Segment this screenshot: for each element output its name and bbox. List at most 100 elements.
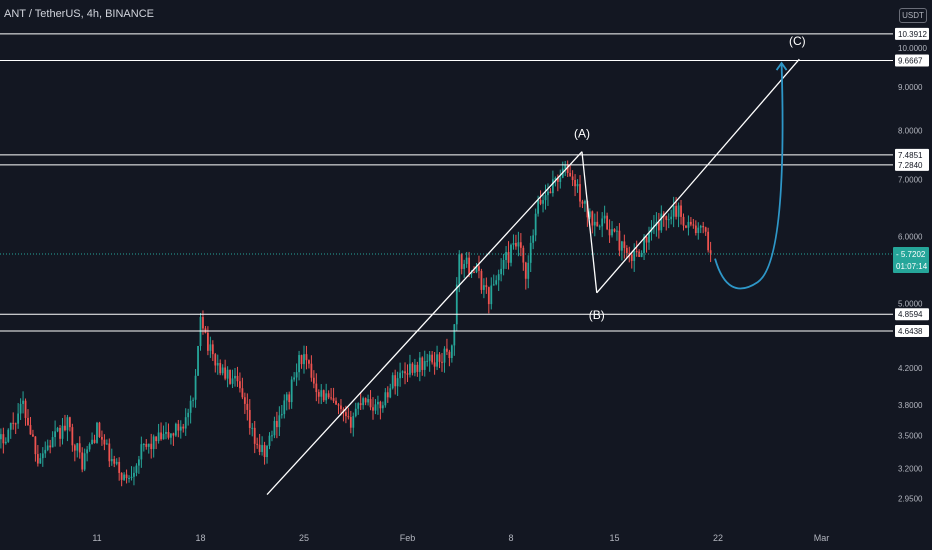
candle-body [527, 262, 530, 279]
candle-body [81, 452, 84, 470]
y-tick-label: 6.0000 [898, 232, 923, 241]
candle-body [91, 439, 93, 445]
y-tick-label: 4.2000 [898, 364, 923, 373]
candle-body [409, 363, 411, 375]
candle-body [596, 221, 599, 227]
candle-body [76, 443, 79, 451]
x-tick-label: Mar [814, 533, 830, 543]
x-tick-label: 18 [195, 533, 205, 543]
candle-body [278, 415, 281, 428]
candle-body [93, 439, 96, 443]
candle-body [618, 230, 621, 251]
candle-body [61, 425, 64, 439]
candle-body [453, 324, 456, 346]
candle-body [529, 242, 532, 263]
candle-body [17, 413, 20, 424]
candle-body [275, 420, 278, 428]
candle-body [273, 420, 276, 436]
candle-body [216, 363, 219, 366]
candle-body [224, 367, 227, 379]
candle-body [105, 443, 108, 445]
candle-body [418, 357, 421, 372]
candle-body [253, 427, 256, 444]
candle-body [699, 225, 702, 228]
candle-body [517, 242, 520, 247]
candle-body [256, 443, 259, 445]
candle-body [554, 177, 557, 180]
level-label-bg [895, 158, 929, 171]
candle-body [507, 251, 510, 263]
candle-body [317, 392, 320, 397]
candle-body [478, 266, 480, 271]
candle-body [288, 394, 291, 403]
candle-body [41, 453, 44, 459]
y-tick-label: 5.0000 [898, 300, 923, 309]
candle-body [475, 266, 478, 273]
level-label-bg [895, 148, 929, 161]
candle-body [490, 285, 493, 305]
candle-body [226, 369, 229, 379]
candle-body [46, 445, 49, 450]
candle-body [258, 444, 261, 452]
x-tick-label: 25 [299, 533, 309, 543]
candle-body [263, 445, 266, 458]
candle-body [103, 439, 106, 445]
candle-body [497, 274, 500, 281]
candle-body [49, 445, 52, 448]
wave-label: (A) [574, 127, 590, 141]
candle-body [468, 257, 471, 274]
candle-body [340, 405, 342, 410]
candle-body [569, 173, 572, 177]
candle-body [394, 375, 397, 387]
candle-body [157, 432, 160, 442]
candle-body [396, 378, 399, 387]
candle-body [303, 354, 305, 365]
candle-body [495, 280, 498, 285]
candle-body [576, 184, 579, 187]
candle-body [616, 230, 618, 232]
candle-body [426, 360, 429, 362]
candle-body [285, 394, 288, 401]
candle-body [357, 403, 360, 409]
candle-body [66, 417, 69, 431]
currency-button[interactable]: USDT [899, 8, 927, 23]
candle-body [423, 361, 426, 370]
candle-body [635, 251, 638, 253]
candle-body [463, 263, 466, 269]
candle-body [606, 215, 609, 230]
level-label: 10.3912 [898, 30, 927, 39]
candle-body [458, 254, 461, 285]
drawings: (A) (B) (C) [266, 34, 806, 496]
candle-body [347, 416, 350, 418]
candle-body [623, 241, 626, 248]
candle-body [519, 242, 522, 248]
candle-body [308, 360, 310, 364]
candle-body [325, 393, 328, 401]
candle-body [29, 425, 32, 435]
candle-body [39, 458, 42, 464]
candle-body [202, 317, 204, 329]
candle-body [379, 401, 382, 409]
candle-body [677, 205, 680, 217]
candle-body [32, 434, 34, 437]
x-tick-label: Feb [400, 533, 416, 543]
projection-arrow-icon [775, 61, 788, 71]
candle-body [337, 404, 340, 406]
candle-body [584, 201, 586, 204]
candle-body [443, 348, 446, 363]
candle-body [147, 443, 150, 447]
candle-body [665, 216, 668, 220]
candle-body [524, 262, 527, 279]
candle-body [261, 445, 264, 452]
level-label-bg [895, 308, 929, 321]
candle-body [83, 453, 86, 470]
level-label: 4.6438 [898, 327, 923, 336]
last-price-label: - 5.7202 [896, 250, 926, 259]
candle-body [374, 404, 377, 411]
candle-body [372, 407, 374, 411]
candle-body [248, 409, 251, 428]
candle-body [362, 398, 365, 406]
candle-body [537, 199, 540, 214]
candle-body [485, 285, 488, 288]
